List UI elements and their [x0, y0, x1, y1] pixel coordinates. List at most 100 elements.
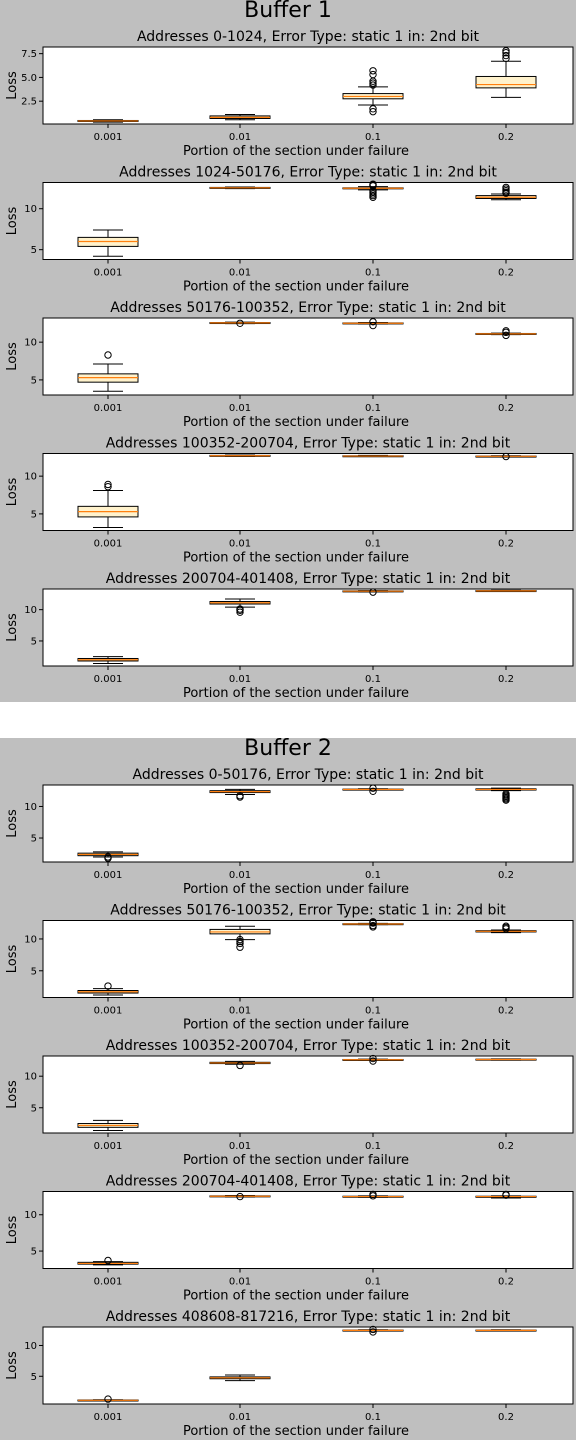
y-tick-label: 10 [24, 934, 37, 945]
chart-title: Addresses 100352-200704, Error Type: sta… [106, 1038, 511, 1054]
chart-title: Addresses 408608-817216, Error Type: sta… [106, 1309, 511, 1325]
y-axis-label: Loss [5, 613, 20, 642]
chart-0-2: Addresses 50176-100352, Error Type: stat… [5, 300, 574, 430]
x-axis-label: Portion of the section under failure [183, 144, 409, 159]
box-0.2 [475, 452, 537, 461]
x-tick-label: 0.001 [94, 1141, 123, 1152]
outlier-point [369, 1057, 377, 1065]
x-tick-label: 0.001 [94, 1006, 123, 1017]
box-0.001 [77, 982, 139, 996]
outlier-point [369, 784, 377, 792]
y-tick-label: 5 [31, 966, 37, 977]
x-tick-label: 0.001 [94, 268, 123, 279]
x-tick-label: 0.01 [229, 268, 251, 279]
box-0.01 [209, 113, 271, 121]
x-axis-label: Portion of the section under failure [183, 686, 409, 701]
outlier-point [236, 1061, 244, 1070]
x-axis-label: Portion of the section under failure [183, 280, 409, 295]
outlier-point [369, 1328, 377, 1336]
box-0.2 [475, 1058, 537, 1061]
box-0.2 [475, 922, 537, 934]
chart-1-3: Addresses 200704-401408, Error Type: sta… [5, 1174, 574, 1304]
plot-area [42, 1326, 574, 1405]
chart-1-2: Addresses 100352-200704, Error Type: sta… [5, 1038, 574, 1168]
box-0.1 [342, 588, 404, 596]
x-tick-label: 0.001 [94, 1412, 123, 1423]
box-0.1 [342, 318, 404, 330]
outlier-point [369, 105, 377, 113]
x-tick-label: 0.001 [94, 403, 123, 414]
chart-title: Addresses 200704-401408, Error Type: sta… [106, 1174, 511, 1190]
box-0.2 [475, 589, 537, 593]
y-tick-label: 7.5 [21, 49, 37, 60]
outlier-point [502, 49, 510, 57]
chart-title: Addresses 100352-200704, Error Type: sta… [106, 436, 511, 452]
outlier-point [502, 452, 510, 461]
y-tick-label: 5 [31, 375, 37, 386]
y-tick-label: 10 [24, 605, 37, 616]
outlier-point [369, 79, 377, 87]
outlier-point [502, 922, 510, 930]
outlier-point [369, 70, 377, 79]
x-tick-label: 0.2 [498, 870, 514, 881]
chart-0-3: Addresses 100352-200704, Error Type: sta… [5, 436, 574, 566]
chart-title: Addresses 50176-100352, Error Type: stat… [110, 903, 506, 919]
x-tick-label: 0.2 [498, 1141, 514, 1152]
box-0.01 [209, 1374, 271, 1382]
outlier-point [236, 937, 244, 946]
plot-area [42, 453, 574, 531]
buffer-2-panel: Buffer 2 Addresses 0-50176, Error Type: … [0, 736, 576, 1440]
outlier-point [369, 921, 377, 930]
x-tick-label: 0.001 [94, 674, 123, 685]
plot-area [42, 1191, 574, 1269]
box-0.1 [342, 918, 404, 931]
x-tick-label: 0.2 [498, 1277, 514, 1288]
box-iqr [475, 75, 537, 89]
x-tick-label: 0.1 [365, 1141, 381, 1152]
x-tick-label: 0.1 [365, 870, 381, 881]
box-0.1 [342, 180, 404, 201]
x-axis-label: Portion of the section under failure [183, 1018, 409, 1033]
box-0.01 [209, 788, 271, 801]
x-tick-label: 0.2 [498, 403, 514, 414]
x-axis-label: Portion of the section under failure [183, 882, 409, 897]
y-axis-label: Loss [5, 945, 20, 974]
box-0.001 [77, 656, 139, 664]
x-tick-label: 0.1 [365, 403, 381, 414]
chart-title: Addresses 0-1024, Error Type: static 1 i… [137, 29, 480, 45]
x-tick-label: 0.01 [229, 1277, 251, 1288]
outlier-point [502, 790, 510, 798]
box-0.1 [342, 1190, 404, 1200]
plot-area [42, 317, 574, 396]
buffer-1-title: Buffer 1 [244, 0, 332, 23]
outlier-point [369, 180, 377, 188]
y-tick-label: 5 [31, 1247, 37, 1258]
chart-1-4: Addresses 408608-817216, Error Type: sta… [5, 1309, 574, 1439]
outlier-point [369, 1054, 377, 1063]
buffer-1-panel: Buffer 1 Addresses 0-1024, Error Type: s… [0, 0, 576, 702]
y-tick-label: 10 [24, 802, 37, 813]
plot-area [42, 588, 574, 667]
x-tick-label: 0.2 [498, 539, 514, 550]
outlier-point [104, 1256, 112, 1265]
x-tick-label: 0.2 [498, 132, 514, 143]
box-0.2 [475, 1190, 537, 1199]
outlier-point [104, 982, 112, 990]
box-0.01 [209, 1192, 271, 1201]
box-0.001 [77, 1119, 139, 1131]
chart-1-1: Addresses 50176-100352, Error Type: stat… [5, 903, 574, 1033]
x-tick-label: 0.1 [365, 1277, 381, 1288]
box-0.01 [209, 186, 271, 190]
y-tick-label: 2.5 [21, 97, 37, 108]
y-tick-label: 5 [31, 636, 37, 647]
outlier-point [369, 321, 377, 330]
plot-area [42, 784, 574, 863]
chart-title: Addresses 0-50176, Error Type: static 1 … [133, 767, 484, 783]
x-tick-label: 0.1 [365, 539, 381, 550]
chart-title: Addresses 1024-50176, Error Type: static… [119, 165, 497, 181]
box-0.2 [475, 183, 537, 201]
box-0.01 [209, 319, 271, 327]
x-tick-label: 0.001 [94, 132, 123, 143]
outlier-point [236, 939, 244, 948]
x-axis-label: Portion of the section under failure [183, 1153, 409, 1168]
